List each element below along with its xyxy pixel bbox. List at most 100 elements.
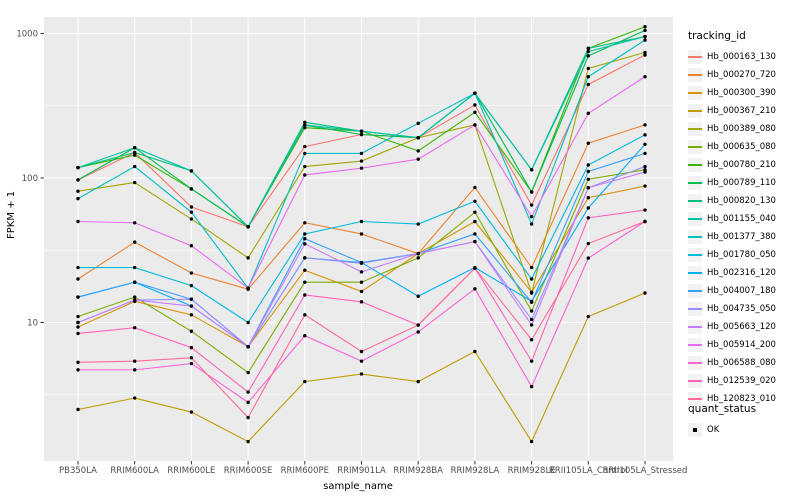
data-point	[416, 294, 420, 298]
data-point	[643, 219, 647, 224]
legend-item-label: Hb_000270_720	[707, 70, 776, 80]
legend-item-Hb_005663_120: Hb_005663_120	[688, 318, 798, 336]
data-point	[473, 232, 477, 236]
data-point	[76, 295, 80, 299]
data-point	[359, 280, 364, 284]
data-point	[359, 349, 364, 354]
data-point	[76, 219, 80, 224]
data-point	[529, 384, 534, 389]
data-point	[359, 151, 364, 156]
data-point	[416, 330, 420, 334]
data-point	[133, 221, 137, 225]
swatch-line-icon	[688, 200, 702, 202]
data-point	[359, 232, 364, 236]
data-point	[529, 222, 534, 226]
series-color-swatch	[688, 194, 702, 208]
legend-item-ok: OK	[688, 421, 798, 439]
data-point	[416, 121, 420, 126]
data-point	[473, 287, 477, 291]
data-point	[643, 123, 647, 127]
data-point	[246, 320, 250, 325]
data-point	[586, 46, 590, 51]
data-point	[76, 196, 80, 201]
quant-ok-key	[688, 423, 702, 437]
legend-item-Hb_000780_210: Hb_000780_210	[688, 156, 798, 174]
swatch-line-icon	[688, 110, 702, 112]
data-point	[359, 159, 364, 163]
data-point	[133, 180, 137, 185]
data-point	[359, 132, 364, 137]
data-point	[303, 256, 307, 260]
series-color-swatch	[688, 284, 702, 298]
series-color-swatch	[688, 122, 702, 136]
x-tick-label: PB350LA	[59, 466, 97, 476]
data-point	[133, 150, 137, 155]
data-point	[189, 205, 194, 209]
data-point	[416, 149, 420, 153]
legend-item-label: Hb_000367_210	[707, 106, 776, 116]
data-point	[359, 289, 364, 294]
data-point	[529, 317, 534, 322]
data-point	[189, 361, 194, 366]
series-color-swatch	[688, 230, 702, 244]
data-point	[529, 323, 534, 327]
data-point	[189, 313, 194, 317]
data-point	[416, 222, 420, 226]
data-point	[416, 251, 420, 256]
legend-item-label: Hb_005914_200	[707, 340, 776, 350]
swatch-line-icon	[688, 398, 702, 400]
data-point	[416, 157, 420, 161]
data-point	[133, 295, 137, 299]
data-point	[189, 217, 194, 221]
data-point	[189, 297, 194, 301]
data-point	[529, 203, 534, 207]
data-point	[586, 256, 590, 260]
data-point	[586, 241, 590, 246]
series-color-swatch	[688, 356, 702, 370]
swatch-line-icon	[688, 74, 702, 76]
series-color-swatch	[688, 158, 702, 172]
data-point	[586, 196, 590, 200]
data-point	[303, 221, 307, 225]
swatch-line-icon	[688, 92, 702, 94]
data-point	[76, 407, 80, 412]
data-point	[473, 185, 477, 190]
series-color-swatch	[688, 50, 702, 64]
y-tick-label: 100	[22, 174, 38, 184]
legend-item-label: OK	[707, 425, 720, 435]
data-point	[76, 165, 80, 170]
legend-item-label: Hb_000389_080	[707, 124, 776, 134]
data-point	[643, 291, 647, 295]
y-tick-label: 1000	[16, 30, 38, 40]
data-point	[246, 225, 250, 229]
data-point	[246, 400, 250, 405]
legend-quant-status: quant_status OK	[688, 403, 798, 439]
legend-item-Hb_000789_110: Hb_000789_110	[688, 174, 798, 192]
data-point	[643, 151, 647, 156]
data-point	[303, 379, 307, 384]
legend-item-Hb_000367_210: Hb_000367_210	[688, 102, 798, 120]
legend-item-Hb_000270_720: Hb_000270_720	[688, 66, 798, 84]
series-color-swatch	[688, 212, 702, 226]
x-tick-label: RRIM600LE	[167, 466, 215, 476]
series-color-swatch	[688, 140, 702, 154]
data-point	[586, 75, 590, 79]
data-point	[359, 300, 364, 304]
swatch-line-icon	[688, 308, 702, 310]
data-point	[586, 177, 590, 181]
legend-item-Hb_005914_200: Hb_005914_200	[688, 336, 798, 354]
legend-item-label: Hb_012539_020	[707, 376, 776, 386]
data-point	[529, 291, 534, 295]
series-color-swatch	[688, 392, 702, 406]
legend-item-label: Hb_002316_120	[707, 268, 776, 278]
legend-item-Hb_001155_040: Hb_001155_040	[688, 210, 798, 228]
data-point	[359, 261, 364, 265]
data-point	[133, 396, 137, 400]
data-point	[246, 370, 250, 375]
data-point	[76, 360, 80, 365]
data-point	[133, 146, 137, 150]
legend-item-Hb_000389_080: Hb_000389_080	[688, 120, 798, 138]
legend-item-label: Hb_000300_390	[707, 88, 776, 98]
data-point	[246, 256, 250, 260]
y-axis-title: FPKM + 1	[6, 190, 17, 239]
